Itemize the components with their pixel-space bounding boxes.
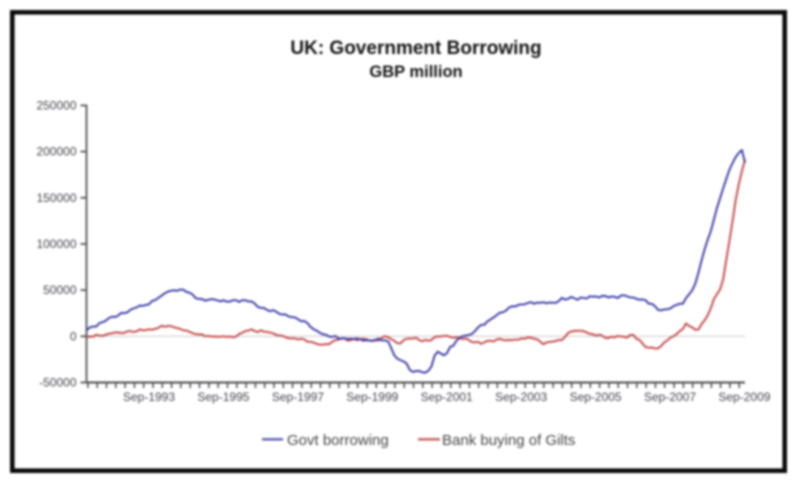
svg-text:Sep-2005: Sep-2005: [570, 390, 622, 404]
svg-text:UK: Government Borrowing: UK: Government Borrowing: [290, 38, 541, 59]
svg-text:Sep-1997: Sep-1997: [272, 390, 324, 404]
svg-text:Sep-1999: Sep-1999: [346, 390, 398, 404]
svg-text:0: 0: [70, 329, 77, 343]
svg-text:250000: 250000: [36, 98, 76, 112]
svg-text:Govt borrowing: Govt borrowing: [287, 432, 389, 449]
svg-text:Sep-2003: Sep-2003: [495, 390, 547, 404]
svg-text:Sep-2001: Sep-2001: [421, 390, 473, 404]
svg-text:Bank buying of Gilts: Bank buying of Gilts: [442, 432, 575, 449]
svg-text:GBP million: GBP million: [369, 63, 462, 81]
svg-text:Sep-2007: Sep-2007: [644, 390, 696, 404]
svg-text:150000: 150000: [36, 191, 76, 205]
svg-text:Sep-1995: Sep-1995: [197, 390, 249, 404]
svg-text:200000: 200000: [36, 145, 76, 159]
svg-text:Sep-1993: Sep-1993: [123, 390, 175, 404]
svg-text:100000: 100000: [36, 237, 76, 251]
svg-text:-50000: -50000: [39, 376, 77, 390]
svg-text:Sep-2009: Sep-2009: [718, 390, 770, 404]
svg-text:50000: 50000: [43, 283, 77, 297]
